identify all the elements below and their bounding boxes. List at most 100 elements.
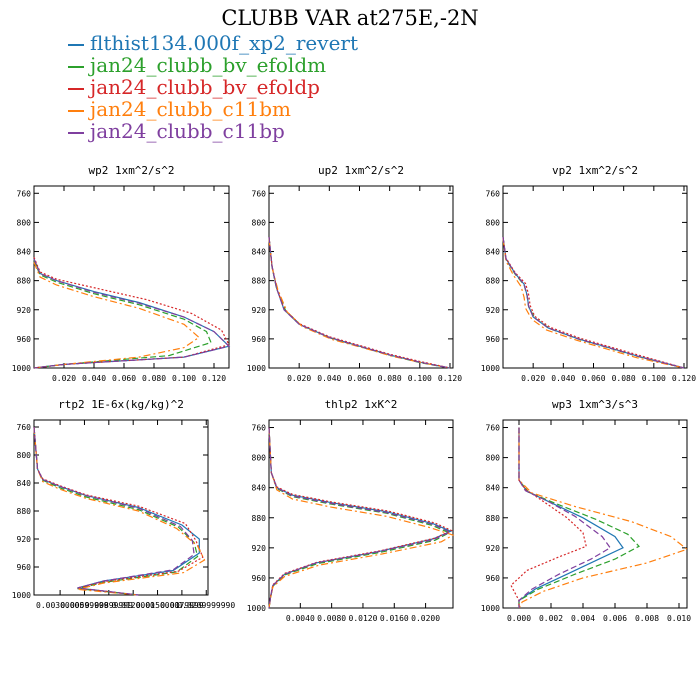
legend-entry: jan24_clubb_c11bm <box>68 98 358 120</box>
x-tick-label: 0.040 <box>317 374 341 383</box>
x-tick-label: 0.0080 <box>317 614 346 623</box>
page-title: CLUBB VAR at275E,-2N <box>221 6 479 30</box>
legend-label: jan24_clubb_bv_efoldp <box>90 75 320 99</box>
y-tick-label: 760 <box>252 189 267 198</box>
x-tick-label: 0.020 <box>287 374 311 383</box>
panel-title: up2 1xm^2/s^2 <box>318 164 404 177</box>
x-tick-label: 0.004 <box>571 614 595 623</box>
x-tick-label: 0.00899999 <box>85 601 133 610</box>
series-line <box>268 427 453 609</box>
x-tick-label: 0.0160 <box>380 614 409 623</box>
legend-entry: jan24_clubb_c11bp <box>68 120 358 142</box>
x-tick-label: 0.100 <box>408 374 432 383</box>
y-tick-label: 920 <box>252 544 267 553</box>
legend-swatch <box>68 87 84 90</box>
y-tick-label: 880 <box>252 514 267 523</box>
series-line <box>268 238 451 369</box>
y-tick-label: 760 <box>17 189 32 198</box>
y-tick-label: 1000 <box>481 604 500 613</box>
x-tick-label: 0.002 <box>539 614 563 623</box>
y-tick-label: 1000 <box>481 364 500 373</box>
panel-title: thlp2 1xK^2 <box>325 398 398 411</box>
x-tick-label: 0.020 <box>521 374 545 383</box>
panel-frame <box>33 185 230 369</box>
y-tick-label: 800 <box>252 218 267 227</box>
y-tick-label: 1000 <box>247 364 266 373</box>
y-tick-label: 840 <box>17 479 32 488</box>
y-tick-label: 760 <box>252 424 267 433</box>
y-tick-label: 1000 <box>247 604 266 613</box>
y-tick-label: 760 <box>486 424 501 433</box>
panel-frame <box>268 419 454 609</box>
series-line <box>268 236 451 369</box>
x-tick-label: 0.120 <box>202 374 226 383</box>
series-line <box>268 427 453 609</box>
y-tick-label: 760 <box>17 423 32 432</box>
x-tick-label: 0.000 <box>507 614 531 623</box>
x-tick-label: 0.006 <box>603 614 627 623</box>
x-tick-label: 0.120 <box>438 374 462 383</box>
panel-title: wp3 1xm^3/s^3 <box>552 398 638 411</box>
legend-label: jan24_clubb_c11bm <box>90 97 291 121</box>
y-tick-label: 800 <box>17 451 32 460</box>
x-tick-label: 0.040 <box>82 374 106 383</box>
series-line <box>33 426 195 596</box>
legend-swatch <box>68 43 84 46</box>
y-tick-label: 840 <box>252 248 267 257</box>
y-tick-label: 880 <box>486 514 501 523</box>
x-tick-label: 0.00300000 <box>36 601 84 610</box>
legend-entry: jan24_clubb_bv_efoldp <box>68 76 358 98</box>
x-tick-label: 0.008 <box>635 614 659 623</box>
legend-label: flthist134.000f_xp2_revert <box>90 31 358 55</box>
x-tick-label: 0.060 <box>581 374 605 383</box>
series-line <box>518 427 689 609</box>
y-tick-label: 920 <box>252 306 267 315</box>
series-line <box>502 238 685 369</box>
y-tick-label: 920 <box>486 306 501 315</box>
x-tick-label: 0.0209999990 <box>177 601 235 610</box>
x-tick-label: 0.100 <box>642 374 666 383</box>
series-line <box>33 426 200 596</box>
series-line <box>268 236 451 369</box>
y-tick-label: 800 <box>486 218 501 227</box>
y-tick-label: 920 <box>17 306 32 315</box>
series-line <box>518 427 624 608</box>
panel-frame <box>268 185 454 369</box>
panel-frame <box>502 419 688 609</box>
x-tick-label: 0.060 <box>112 374 136 383</box>
series-line <box>33 260 212 369</box>
series-line <box>268 236 451 369</box>
y-tick-label: 840 <box>17 248 32 257</box>
panel-title: vp2 1xm^2/s^2 <box>552 164 638 177</box>
y-tick-label: 800 <box>486 454 501 463</box>
series-line <box>33 258 231 369</box>
legend-entry: jan24_clubb_bv_efoldm <box>68 54 358 76</box>
y-tick-label: 880 <box>17 277 32 286</box>
y-tick-label: 960 <box>486 335 501 344</box>
x-tick-label: 0.0120000 <box>112 601 156 610</box>
y-tick-label: 1000 <box>12 591 31 600</box>
series-line <box>268 427 452 609</box>
series-line <box>518 427 640 608</box>
x-tick-label: 0.0179999 <box>160 601 204 610</box>
y-tick-label: 880 <box>17 507 32 516</box>
panel-title: rtp2 1E-6x(kg/kg)^2 <box>58 398 184 411</box>
y-tick-label: 840 <box>486 248 501 257</box>
y-tick-label: 760 <box>486 189 501 198</box>
series-line <box>502 236 685 369</box>
y-tick-label: 1000 <box>12 364 31 373</box>
series-line <box>33 426 204 596</box>
x-tick-label: 0.120 <box>672 374 696 383</box>
legend-label: jan24_clubb_c11bp <box>90 119 285 143</box>
x-tick-label: 0.0040 <box>286 614 315 623</box>
x-tick-label: 0.080 <box>142 374 166 383</box>
series-line <box>33 426 199 596</box>
series-line <box>268 236 451 369</box>
x-tick-label: 0.0150000 <box>136 601 180 610</box>
y-tick-label: 920 <box>17 535 32 544</box>
y-tick-label: 840 <box>486 484 501 493</box>
panel-frame <box>33 419 209 596</box>
legend-swatch <box>68 131 84 134</box>
series-line <box>268 427 455 609</box>
y-tick-label: 960 <box>252 335 267 344</box>
